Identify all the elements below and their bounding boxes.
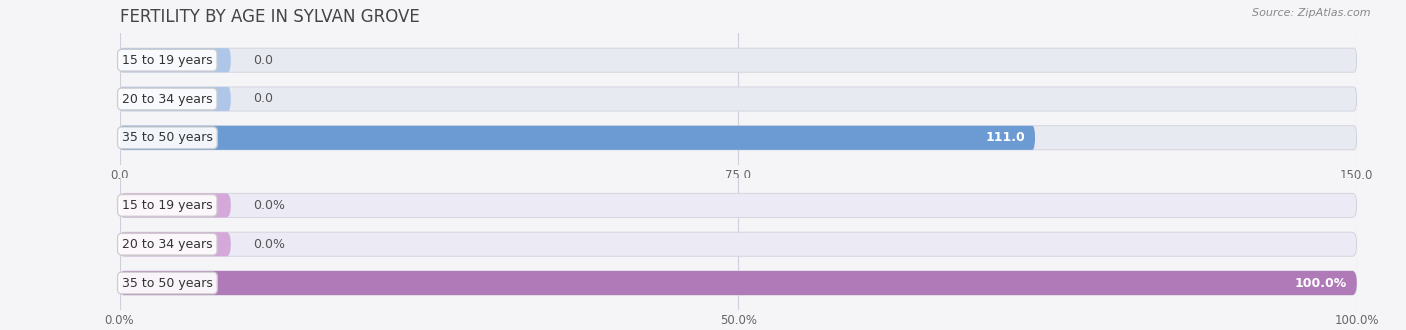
FancyBboxPatch shape: [120, 87, 231, 111]
Text: 100.0%: 100.0%: [1295, 277, 1347, 289]
Text: 20 to 34 years: 20 to 34 years: [122, 238, 212, 251]
Text: 111.0: 111.0: [986, 131, 1025, 144]
Text: Source: ZipAtlas.com: Source: ZipAtlas.com: [1253, 8, 1371, 18]
FancyBboxPatch shape: [120, 193, 231, 217]
FancyBboxPatch shape: [120, 232, 231, 256]
Text: 35 to 50 years: 35 to 50 years: [122, 277, 212, 289]
Text: 0.0: 0.0: [253, 92, 273, 106]
Text: 0.0%: 0.0%: [253, 199, 285, 212]
Text: 20 to 34 years: 20 to 34 years: [122, 92, 212, 106]
Text: 0.0: 0.0: [253, 54, 273, 67]
FancyBboxPatch shape: [120, 87, 1357, 111]
Text: FERTILITY BY AGE IN SYLVAN GROVE: FERTILITY BY AGE IN SYLVAN GROVE: [120, 8, 419, 26]
FancyBboxPatch shape: [120, 126, 1035, 150]
FancyBboxPatch shape: [120, 48, 1357, 72]
FancyBboxPatch shape: [120, 48, 231, 72]
Text: 15 to 19 years: 15 to 19 years: [122, 199, 212, 212]
Text: 0.0%: 0.0%: [253, 238, 285, 251]
FancyBboxPatch shape: [120, 193, 1357, 217]
FancyBboxPatch shape: [120, 232, 1357, 256]
FancyBboxPatch shape: [120, 126, 1357, 150]
FancyBboxPatch shape: [120, 271, 1357, 295]
Text: 35 to 50 years: 35 to 50 years: [122, 131, 212, 144]
FancyBboxPatch shape: [120, 271, 1357, 295]
Text: 15 to 19 years: 15 to 19 years: [122, 54, 212, 67]
